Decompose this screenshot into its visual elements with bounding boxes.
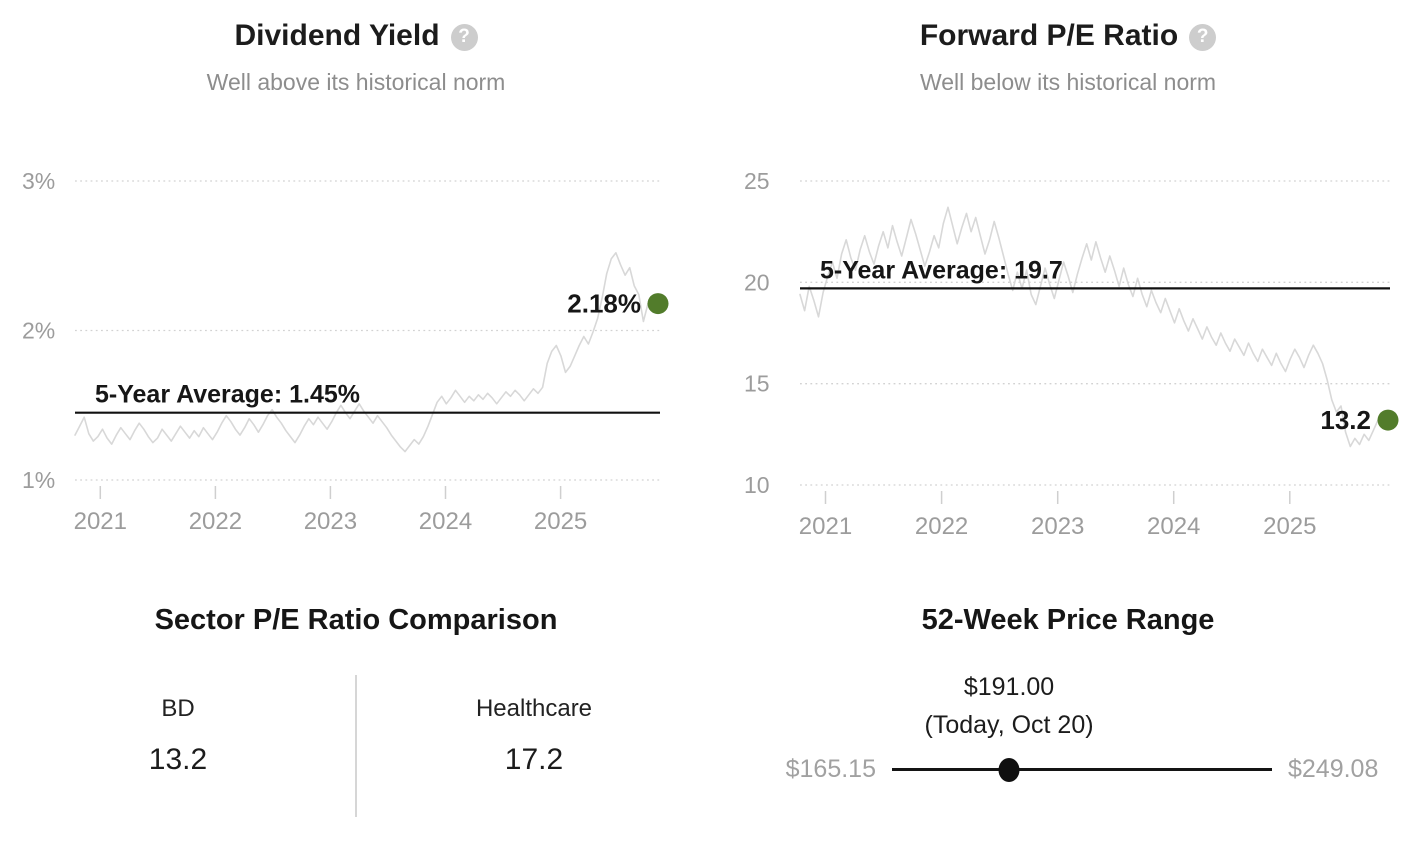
current-value-label: 2.18% <box>567 289 641 319</box>
help-icon[interactable]: ? <box>450 23 478 51</box>
company-label: BD <box>161 695 195 722</box>
current-value-label: 13.2 <box>1320 405 1371 435</box>
x-axis-label: 2021 <box>74 508 127 535</box>
dividend-yield-chart: 1% 2% 3% 2021 2022 2023 2024 2025 5-Year Average… <box>22 168 669 535</box>
industry-pe-value: 17.2 <box>504 743 564 776</box>
range-high-label: $249.08 <box>1288 755 1379 783</box>
sector-column-industry: Healthcare 17.2 <box>356 675 712 777</box>
price-range-slider-row: $165.15 $249.08 <box>712 755 1424 784</box>
y-axis-label: 10 <box>744 472 770 498</box>
y-axis-label: 20 <box>744 269 770 295</box>
series-line <box>74 252 649 453</box>
y-axis-label: 1% <box>22 467 55 493</box>
current-value-dot <box>1377 409 1399 431</box>
sector-comparison-columns: BD 13.2 Healthcare 17.2 <box>0 675 712 817</box>
dividend-yield-subtitle: Well above its historical norm <box>206 69 506 95</box>
x-axis-label: 2024 <box>1147 513 1200 540</box>
range-low-label: $165.15 <box>785 755 876 783</box>
current-price: $191.00 <box>963 673 1055 701</box>
company-pe-value: 13.2 <box>148 743 208 776</box>
y-axis-label: 15 <box>744 371 770 397</box>
forward-pe-title: Forward P/E Ratio <box>919 19 1179 52</box>
average-label: 5-Year Average: 19.7 <box>820 256 1063 284</box>
price-range-panel: 52-Week Price Range $191.00 (Today, Oct … <box>712 530 1424 846</box>
help-icon[interactable]: ? <box>1189 23 1217 51</box>
sector-pe-comparison-panel: Sector P/E Ratio Comparison BD 13.2 Heal… <box>0 530 712 846</box>
forward-pe-title-row: Forward P/E Ratio ? <box>712 18 1424 54</box>
current-price-note: (Today, Oct 20) <box>924 711 1094 739</box>
current-price-block: $191.00 (Today, Oct 20) <box>925 673 1094 740</box>
x-axis-label: 2023 <box>304 508 357 535</box>
y-axis-label: 25 <box>744 168 770 194</box>
y-axis-label: 3% <box>22 168 55 194</box>
forward-pe-panel: Forward P/E Ratio ? Well below its histo… <box>712 0 1424 540</box>
price-range-body: $191.00 (Today, Oct 20) $165.15 $249.08 <box>712 637 1424 843</box>
dividend-yield-title: Dividend Yield <box>234 19 440 52</box>
x-axis-label: 2021 <box>799 513 852 540</box>
dividend-yield-header: Dividend Yield ? Well above its historic… <box>0 18 712 143</box>
x-axis-label: 2023 <box>1031 513 1084 540</box>
dividend-yield-title-row: Dividend Yield ? <box>0 18 712 54</box>
forward-pe-subtitle: Well below its historical norm <box>919 69 1217 95</box>
y-axis-label: 2% <box>22 318 55 344</box>
x-axis-label: 2025 <box>534 508 587 535</box>
price-range-track[interactable] <box>892 757 1272 782</box>
column-divider <box>355 675 357 817</box>
x-axis-label: 2025 <box>1263 513 1316 540</box>
sector-column-company: BD 13.2 <box>0 675 356 777</box>
dividend-yield-panel: Dividend Yield ? Well above its historic… <box>0 0 712 535</box>
industry-label: Healthcare <box>475 695 593 722</box>
x-axis-label: 2022 <box>915 513 968 540</box>
series-line <box>799 206 1379 448</box>
sector-pe-comparison-title: Sector P/E Ratio Comparison <box>154 604 558 636</box>
price-range-title: 52-Week Price Range <box>921 604 1215 636</box>
current-value-dot <box>647 293 669 315</box>
x-axis-label: 2022 <box>189 508 242 535</box>
price-range-thumb[interactable] <box>998 757 1020 782</box>
forward-pe-header: Forward P/E Ratio ? Well below its histo… <box>712 18 1424 143</box>
average-label: 5-Year Average: 1.45% <box>95 381 360 409</box>
x-axis-label: 2024 <box>419 508 472 535</box>
